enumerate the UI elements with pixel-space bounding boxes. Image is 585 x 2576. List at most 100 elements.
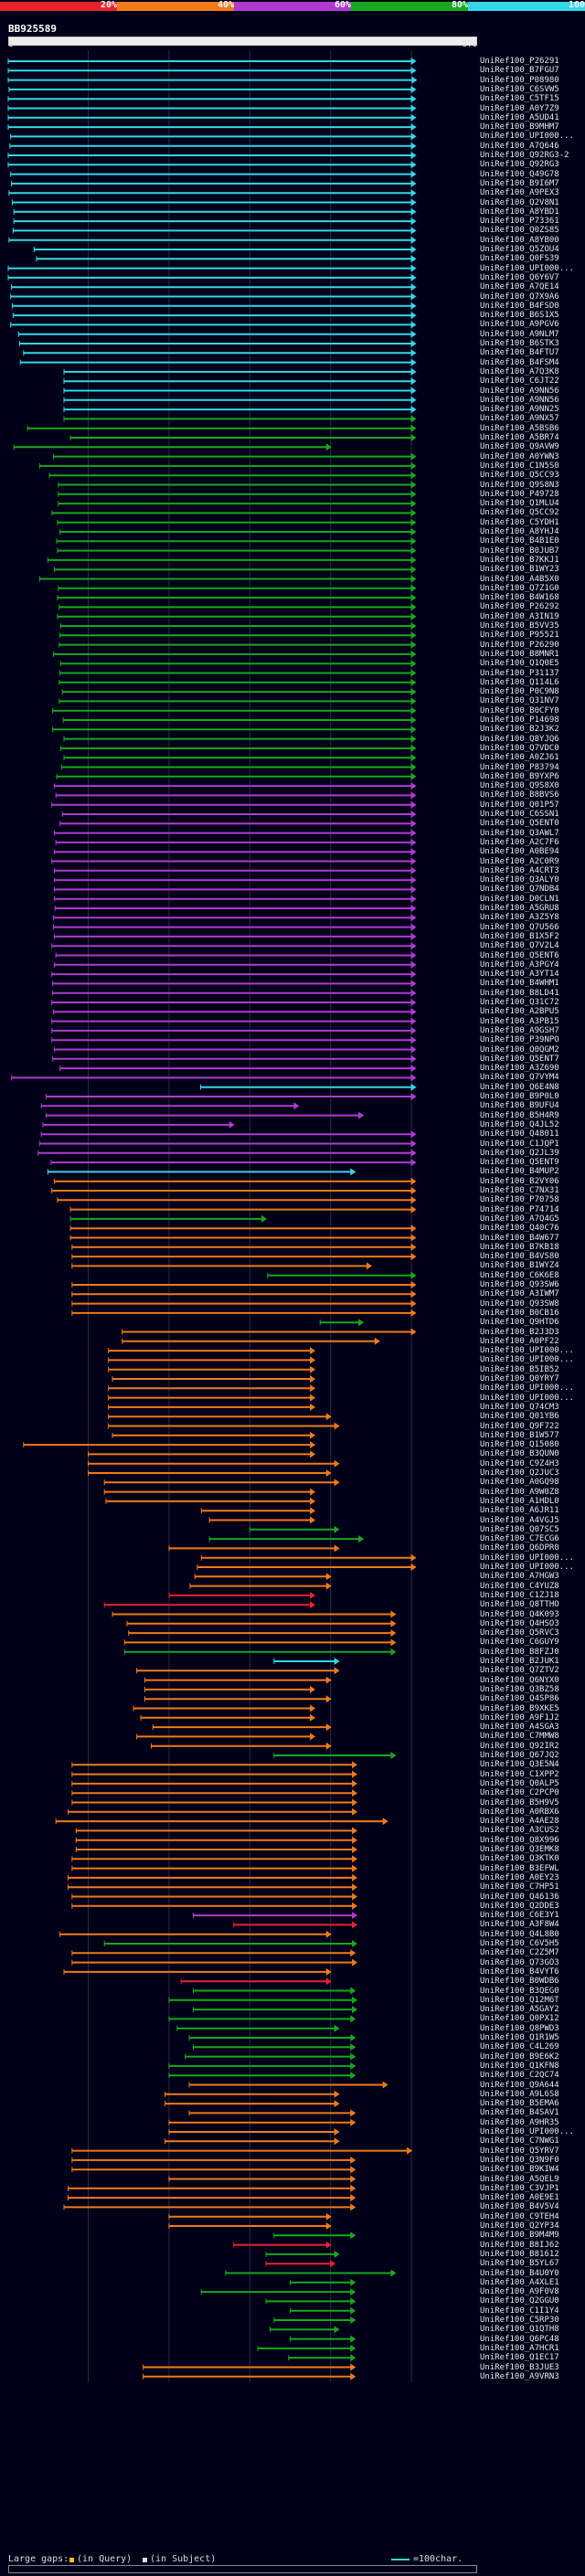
- hit-label[interactable]: UniRef100_UPI000...: [480, 263, 574, 273]
- hit-label[interactable]: UniRef100_A0ZJ61: [480, 753, 559, 763]
- hit-label[interactable]: UniRef100_Q1R1W5: [480, 2033, 559, 2042]
- hit-label[interactable]: UniRef100_Q3ALY0: [480, 875, 559, 885]
- hit-label[interactable]: UniRef100_C6GUY9: [480, 1638, 559, 1648]
- hit-label[interactable]: UniRef100_B9P0L0: [480, 1092, 559, 1101]
- hit-label[interactable]: UniRef100_Q7U566: [480, 922, 559, 932]
- hit-label[interactable]: UniRef100_Q8YJQ6: [480, 734, 559, 744]
- hit-label[interactable]: UniRef100_B9KIW4: [480, 2165, 559, 2175]
- hit-label[interactable]: UniRef100_Q3BZ58: [480, 1684, 559, 1694]
- hit-label[interactable]: UniRef100_UPI000...: [480, 1383, 574, 1394]
- hit-label[interactable]: UniRef100_B6STK3: [480, 339, 559, 348]
- hit-label[interactable]: UniRef100_B5IB52: [480, 1364, 559, 1374]
- hit-label[interactable]: UniRef100_A9NLM7: [480, 329, 559, 339]
- hit-label[interactable]: UniRef100_Q1MLU4: [480, 499, 559, 509]
- hit-label[interactable]: UniRef100_Q1KFN8: [480, 2061, 559, 2071]
- hit-label[interactable]: UniRef100_B5H4R9: [480, 1110, 559, 1120]
- hit-label[interactable]: UniRef100_C2Z5M7: [480, 1948, 559, 1958]
- hit-label[interactable]: UniRef100_A4VGJ5: [480, 1515, 559, 1525]
- hit-label[interactable]: UniRef100_A3F8W4: [480, 1920, 559, 1930]
- hit-label[interactable]: UniRef100_B2VY06: [480, 1176, 559, 1186]
- hit-label[interactable]: UniRef100_A0YWN3: [480, 451, 559, 461]
- hit-label[interactable]: UniRef100_A7Q3K8: [480, 366, 559, 376]
- hit-label[interactable]: UniRef100_B4FSM4: [480, 357, 559, 367]
- hit-label[interactable]: UniRef100_Q92IR2: [480, 1741, 559, 1751]
- hit-label[interactable]: UniRef100_Q0ALP5: [480, 1778, 559, 1788]
- hit-label[interactable]: UniRef100_Q0QGM2: [480, 1044, 559, 1055]
- hit-label[interactable]: UniRef100_A9PGV6: [480, 320, 559, 330]
- hit-label[interactable]: UniRef100_B1W577: [480, 1430, 559, 1440]
- hit-label[interactable]: UniRef100_UPI000...: [480, 1553, 574, 1563]
- hit-label[interactable]: UniRef100_Q2DDE3: [480, 1901, 559, 1911]
- hit-label[interactable]: UniRef100_A8YBD1: [480, 207, 559, 217]
- hit-label[interactable]: UniRef100_P70758: [480, 1195, 559, 1205]
- hit-label[interactable]: UniRef100_B4U0Y0: [480, 2268, 559, 2278]
- hit-label[interactable]: UniRef100_B3EFWL: [480, 1863, 559, 1873]
- hit-label[interactable]: UniRef100_B2J3K2: [480, 725, 559, 735]
- hit-label[interactable]: UniRef100_Q9S8N3: [480, 480, 559, 490]
- hit-label[interactable]: UniRef100_A5QEL9: [480, 2174, 559, 2184]
- hit-label[interactable]: UniRef100_Q49G78: [480, 169, 559, 179]
- hit-label[interactable]: UniRef100_B3JUE3: [480, 2362, 559, 2372]
- hit-label[interactable]: UniRef100_Q5ENT9: [480, 1158, 559, 1168]
- hit-label[interactable]: UniRef100_Q3E5N4: [480, 1760, 559, 1770]
- hit-label[interactable]: UniRef100_B9M4M9: [480, 2231, 559, 2241]
- hit-label[interactable]: UniRef100_Q7Z1G0: [480, 583, 559, 593]
- hit-label[interactable]: UniRef100_Q4K093: [480, 1609, 559, 1619]
- hit-label[interactable]: UniRef100_B4WHM1: [480, 979, 559, 989]
- hit-label[interactable]: UniRef100_A7QE14: [480, 282, 559, 292]
- hit-label[interactable]: UniRef100_B9YXP6: [480, 771, 559, 781]
- hit-label[interactable]: UniRef100_C6V5H5: [480, 1939, 559, 1948]
- hit-label[interactable]: UniRef100_A5UD41: [480, 112, 559, 122]
- hit-label[interactable]: UniRef100_C1JQP1: [480, 1139, 559, 1149]
- hit-label[interactable]: UniRef100_Q92RG3-2: [480, 151, 569, 160]
- hit-label[interactable]: UniRef100_B0CB16: [480, 1308, 559, 1318]
- hit-label[interactable]: UniRef100_UPI000...: [480, 1346, 574, 1356]
- hit-label[interactable]: UniRef100_A4XLE1: [480, 2277, 559, 2287]
- hit-label[interactable]: UniRef100_P26291: [480, 57, 559, 66]
- hit-label[interactable]: UniRef100_A0EY23: [480, 1872, 559, 1882]
- hit-label[interactable]: UniRef100_Q7ZTV2: [480, 1666, 559, 1676]
- hit-label[interactable]: UniRef100_A9PEX3: [480, 188, 559, 198]
- hit-label[interactable]: UniRef100_Q2JUC3: [480, 1468, 559, 1478]
- hit-label[interactable]: UniRef100_A9GSH7: [480, 1025, 559, 1035]
- hit-label[interactable]: UniRef100_C7ECG6: [480, 1534, 559, 1544]
- hit-label[interactable]: UniRef100_A3Z690: [480, 1064, 559, 1074]
- hit-label[interactable]: UniRef100_C4YUZ8: [480, 1581, 559, 1591]
- hit-label[interactable]: UniRef100_UPI000...: [480, 1355, 574, 1365]
- hit-label[interactable]: UniRef100_C2PCP0: [480, 1788, 559, 1798]
- hit-label[interactable]: UniRef100_B8FZJ0: [480, 1647, 559, 1657]
- hit-label[interactable]: UniRef100_Q67JQ2: [480, 1751, 559, 1760]
- hit-label[interactable]: UniRef100_B8LD41: [480, 988, 559, 998]
- hit-label[interactable]: UniRef100_B5YL67: [480, 2259, 559, 2269]
- hit-label[interactable]: UniRef100_A9VRN3: [480, 2371, 559, 2381]
- hit-label[interactable]: UniRef100_Q2YP34: [480, 2221, 559, 2231]
- hit-label[interactable]: UniRef100_B2J3D3: [480, 1327, 559, 1337]
- hit-label[interactable]: UniRef100_P39NPO: [480, 1035, 559, 1045]
- hit-label[interactable]: UniRef100_Q6Y6V7: [480, 272, 559, 282]
- hit-label[interactable]: UniRef100_C7MMW8: [480, 1732, 559, 1742]
- hit-label[interactable]: UniRef100_UPI000...: [480, 1393, 574, 1403]
- hit-label[interactable]: UniRef100_B9XKE5: [480, 1703, 559, 1713]
- hit-label[interactable]: UniRef100_A7Q4G5: [480, 1214, 559, 1224]
- hit-label[interactable]: UniRef100_Q93SW8: [480, 1299, 559, 1309]
- hit-label[interactable]: UniRef100_A9F1J2: [480, 1712, 559, 1723]
- hit-label[interactable]: UniRef100_C6SVW5: [480, 84, 559, 94]
- hit-label[interactable]: UniRef100_C6K6E8: [480, 1270, 559, 1280]
- hit-label[interactable]: UniRef100_Q4JL52: [480, 1119, 559, 1129]
- hit-label[interactable]: UniRef100_C9TEH4: [480, 2211, 559, 2221]
- hit-label[interactable]: UniRef100_Q6PC48: [480, 2334, 559, 2344]
- hit-label[interactable]: UniRef100_A0Y7Z9: [480, 103, 559, 113]
- hit-label[interactable]: UniRef100_Q07SC5: [480, 1524, 559, 1534]
- hit-label[interactable]: UniRef100_Q9HTD6: [480, 1318, 559, 1328]
- hit-label[interactable]: UniRef100_P26290: [480, 640, 559, 650]
- hit-label[interactable]: UniRef100_Q2V8N1: [480, 197, 559, 207]
- hit-label[interactable]: UniRef100_B9I6M7: [480, 178, 559, 188]
- hit-label[interactable]: UniRef100_C1I1Y4: [480, 2306, 559, 2316]
- hit-label[interactable]: UniRef100_P95521: [480, 631, 559, 641]
- hit-label[interactable]: UniRef100_Q15080: [480, 1440, 559, 1450]
- hit-label[interactable]: UniRef100_Q12M6T: [480, 1995, 559, 2005]
- hit-label[interactable]: UniRef100_A0RBX6: [480, 1807, 559, 1817]
- hit-label[interactable]: UniRef100_P26292: [480, 602, 559, 612]
- hit-label[interactable]: UniRef100_A2C0R9: [480, 856, 559, 866]
- hit-label[interactable]: UniRef100_A3CUS2: [480, 1826, 559, 1836]
